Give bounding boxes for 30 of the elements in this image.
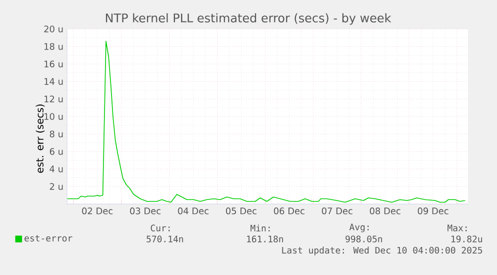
y-tick-label: 2 u bbox=[50, 183, 63, 190]
y-tick-label: 18 u bbox=[44, 43, 63, 50]
legend-label: est-error bbox=[24, 235, 72, 242]
text: 161.18n bbox=[247, 236, 284, 242]
x-tick-label: 03 Dec bbox=[130, 208, 161, 214]
x-tick-label: 07 Dec bbox=[322, 208, 352, 214]
text: 570.14n bbox=[146, 236, 184, 242]
x-tick-label: 02 Dec bbox=[82, 208, 113, 214]
y-axis-title: est. err (secs) bbox=[36, 104, 45, 173]
x-tick-label: 09 Dec bbox=[418, 208, 448, 214]
text: Last update: Wed Dec 10 04:00:00 2025 bbox=[282, 246, 482, 256]
y-tick-label: 20 u bbox=[44, 26, 63, 32]
y-tick-label: 8 u bbox=[50, 130, 63, 138]
x-tick-label: 04 Dec bbox=[178, 208, 208, 214]
y-tick-label: 10 u bbox=[44, 113, 63, 120]
text: Avg: bbox=[349, 224, 369, 232]
text: 19.82u bbox=[451, 236, 482, 242]
y-tick-label: 4 u bbox=[50, 166, 63, 172]
y-tick-label: 16 u bbox=[44, 60, 63, 68]
y-tick-label: 6 u bbox=[50, 148, 63, 155]
text: Min: bbox=[250, 224, 270, 232]
text: 998.05n bbox=[346, 236, 382, 242]
chart-title: NTP kernel PLL estimated error (secs) - by week bbox=[106, 13, 392, 25]
y-tick-label: 12 u bbox=[44, 96, 63, 102]
y-tick-label: 14 u bbox=[44, 78, 63, 85]
x-tick-label: 05 Dec bbox=[226, 208, 256, 214]
text: Cur: bbox=[150, 224, 170, 232]
text: Max: bbox=[448, 224, 467, 232]
x-tick-label: 08 Dec bbox=[370, 208, 400, 214]
x-tick-label: 06 Dec bbox=[274, 208, 304, 214]
